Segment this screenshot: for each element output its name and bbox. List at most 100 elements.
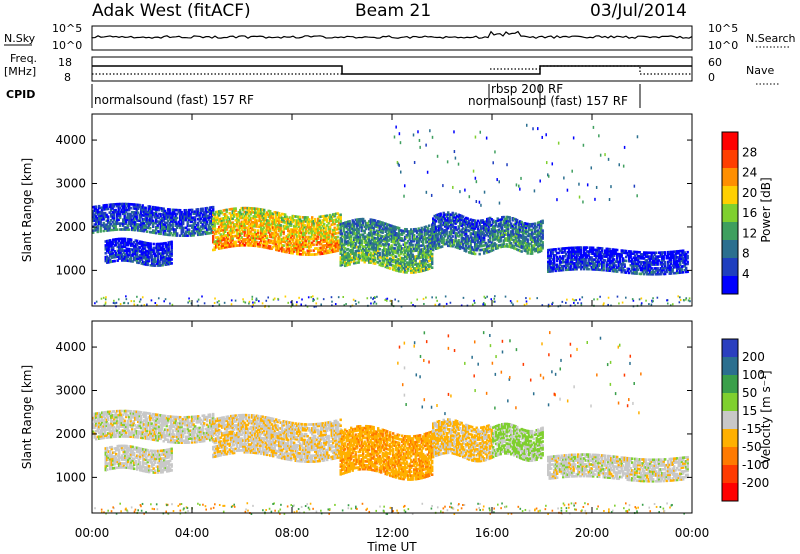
scatter-cell: [128, 218, 131, 222]
scatter-cell: [212, 234, 215, 238]
scatter-cell: [285, 221, 288, 225]
scatter-cell: [134, 256, 137, 260]
scatter-cell: [372, 258, 375, 261]
scatter-cell: [227, 237, 230, 241]
scatter-cell: [212, 238, 215, 242]
scatter-cell: [122, 249, 125, 252]
scatter-cell: [149, 250, 152, 253]
scatter-cell: [115, 253, 118, 257]
scatter-cell: [380, 234, 383, 238]
scatter-cell: [204, 224, 207, 228]
scatter-cell: [132, 226, 135, 230]
scatter-cell: [474, 235, 477, 238]
scatter-cell: [195, 227, 198, 231]
scatter-cell: [338, 217, 341, 221]
scatter-cell: [353, 220, 356, 224]
scatter-cell: [152, 250, 155, 254]
scatter-cell: [201, 209, 204, 213]
scatter-cell: [350, 260, 353, 264]
scatter-cell: [439, 228, 442, 231]
scatter-cell: [260, 208, 263, 211]
scatter-cell: [222, 209, 225, 212]
scatter-cell: [185, 226, 188, 230]
scatter-cell: [396, 240, 399, 243]
scatter-cell: [472, 240, 475, 244]
scatter-cell: [161, 213, 164, 216]
scatter-cell: [273, 210, 276, 214]
scatter-cell: [117, 204, 120, 208]
scatter-cell: [125, 222, 128, 225]
scatter-cell: [419, 268, 422, 271]
scatter-cell: [144, 206, 147, 210]
scatter-cell: [439, 212, 442, 216]
scatter-cell: [170, 220, 173, 223]
scatter-cell: [326, 220, 329, 223]
scatter-cell: [112, 240, 115, 244]
scatter-cell: [312, 227, 315, 231]
scatter-cell: [212, 209, 215, 213]
scatter-cell: [393, 239, 396, 242]
scatter-cell: [442, 237, 445, 240]
scatter-cell: [166, 247, 169, 251]
scatter-cell: [442, 211, 445, 215]
scatter-cell: [296, 221, 299, 224]
scatter-cell: [474, 233, 477, 236]
scatter-cell: [192, 226, 195, 229]
scatter-cell: [177, 224, 180, 228]
scatter-cell: [474, 219, 477, 222]
scatter-cell: [369, 255, 372, 259]
scatter-cell: [257, 231, 260, 234]
scatter-cell: [285, 227, 288, 230]
scatter-cell: [98, 204, 101, 208]
scatter-cell: [390, 224, 393, 228]
scatter-cell: [480, 219, 483, 222]
scatter-cell: [389, 228, 392, 231]
scatter-cell: [451, 239, 454, 242]
scatter-cell: [246, 206, 249, 210]
scatter-cell: [273, 238, 276, 241]
scatter-cell: [431, 239, 434, 242]
scatter-cell: [230, 227, 233, 231]
scatter-cell: [117, 210, 120, 214]
scatter-cell: [359, 233, 362, 237]
scatter-cell: [273, 218, 276, 222]
scatter-cell: [254, 232, 257, 236]
scatter-cell: [419, 270, 422, 273]
scatter-cell: [164, 229, 167, 232]
scatter-cell: [139, 256, 142, 259]
scatter-cell: [138, 213, 141, 217]
scatter-cell: [333, 250, 336, 253]
scatter-cell: [249, 218, 252, 222]
scatter-cell: [126, 212, 129, 216]
scatter-cell: [428, 234, 431, 237]
scatter-cell: [293, 250, 296, 253]
scatter-cell: [420, 267, 423, 271]
scatter-cell: [381, 231, 384, 234]
scatter-cell: [210, 229, 213, 233]
scatter-cell: [372, 256, 375, 259]
scatter-cell: [348, 249, 351, 252]
scatter-cell: [92, 229, 95, 232]
scatter-cell: [228, 225, 231, 229]
scatter-cell: [350, 250, 353, 254]
scatter-cell: [285, 223, 288, 227]
scatter-cell: [152, 213, 155, 217]
scatter-cell: [279, 239, 282, 243]
scatter-cell: [312, 243, 315, 247]
scatter-cell: [407, 230, 410, 233]
scatter-cell: [347, 263, 350, 267]
scatter-cell: [106, 245, 109, 249]
scatter-cell: [291, 248, 294, 251]
scatter-cell: [243, 240, 246, 243]
scatter-cell: [270, 231, 273, 235]
scatter-cell: [159, 214, 162, 218]
scatter-cell: [167, 219, 170, 223]
scatter-cell: [189, 212, 192, 216]
scatter-cell: [168, 214, 171, 217]
scatter-cell: [242, 206, 245, 210]
scatter-cell: [255, 234, 258, 238]
scatter-cell: [308, 220, 311, 223]
scatter-cell: [209, 210, 212, 213]
scatter-cell: [282, 213, 285, 216]
scatter-cell: [386, 250, 389, 254]
